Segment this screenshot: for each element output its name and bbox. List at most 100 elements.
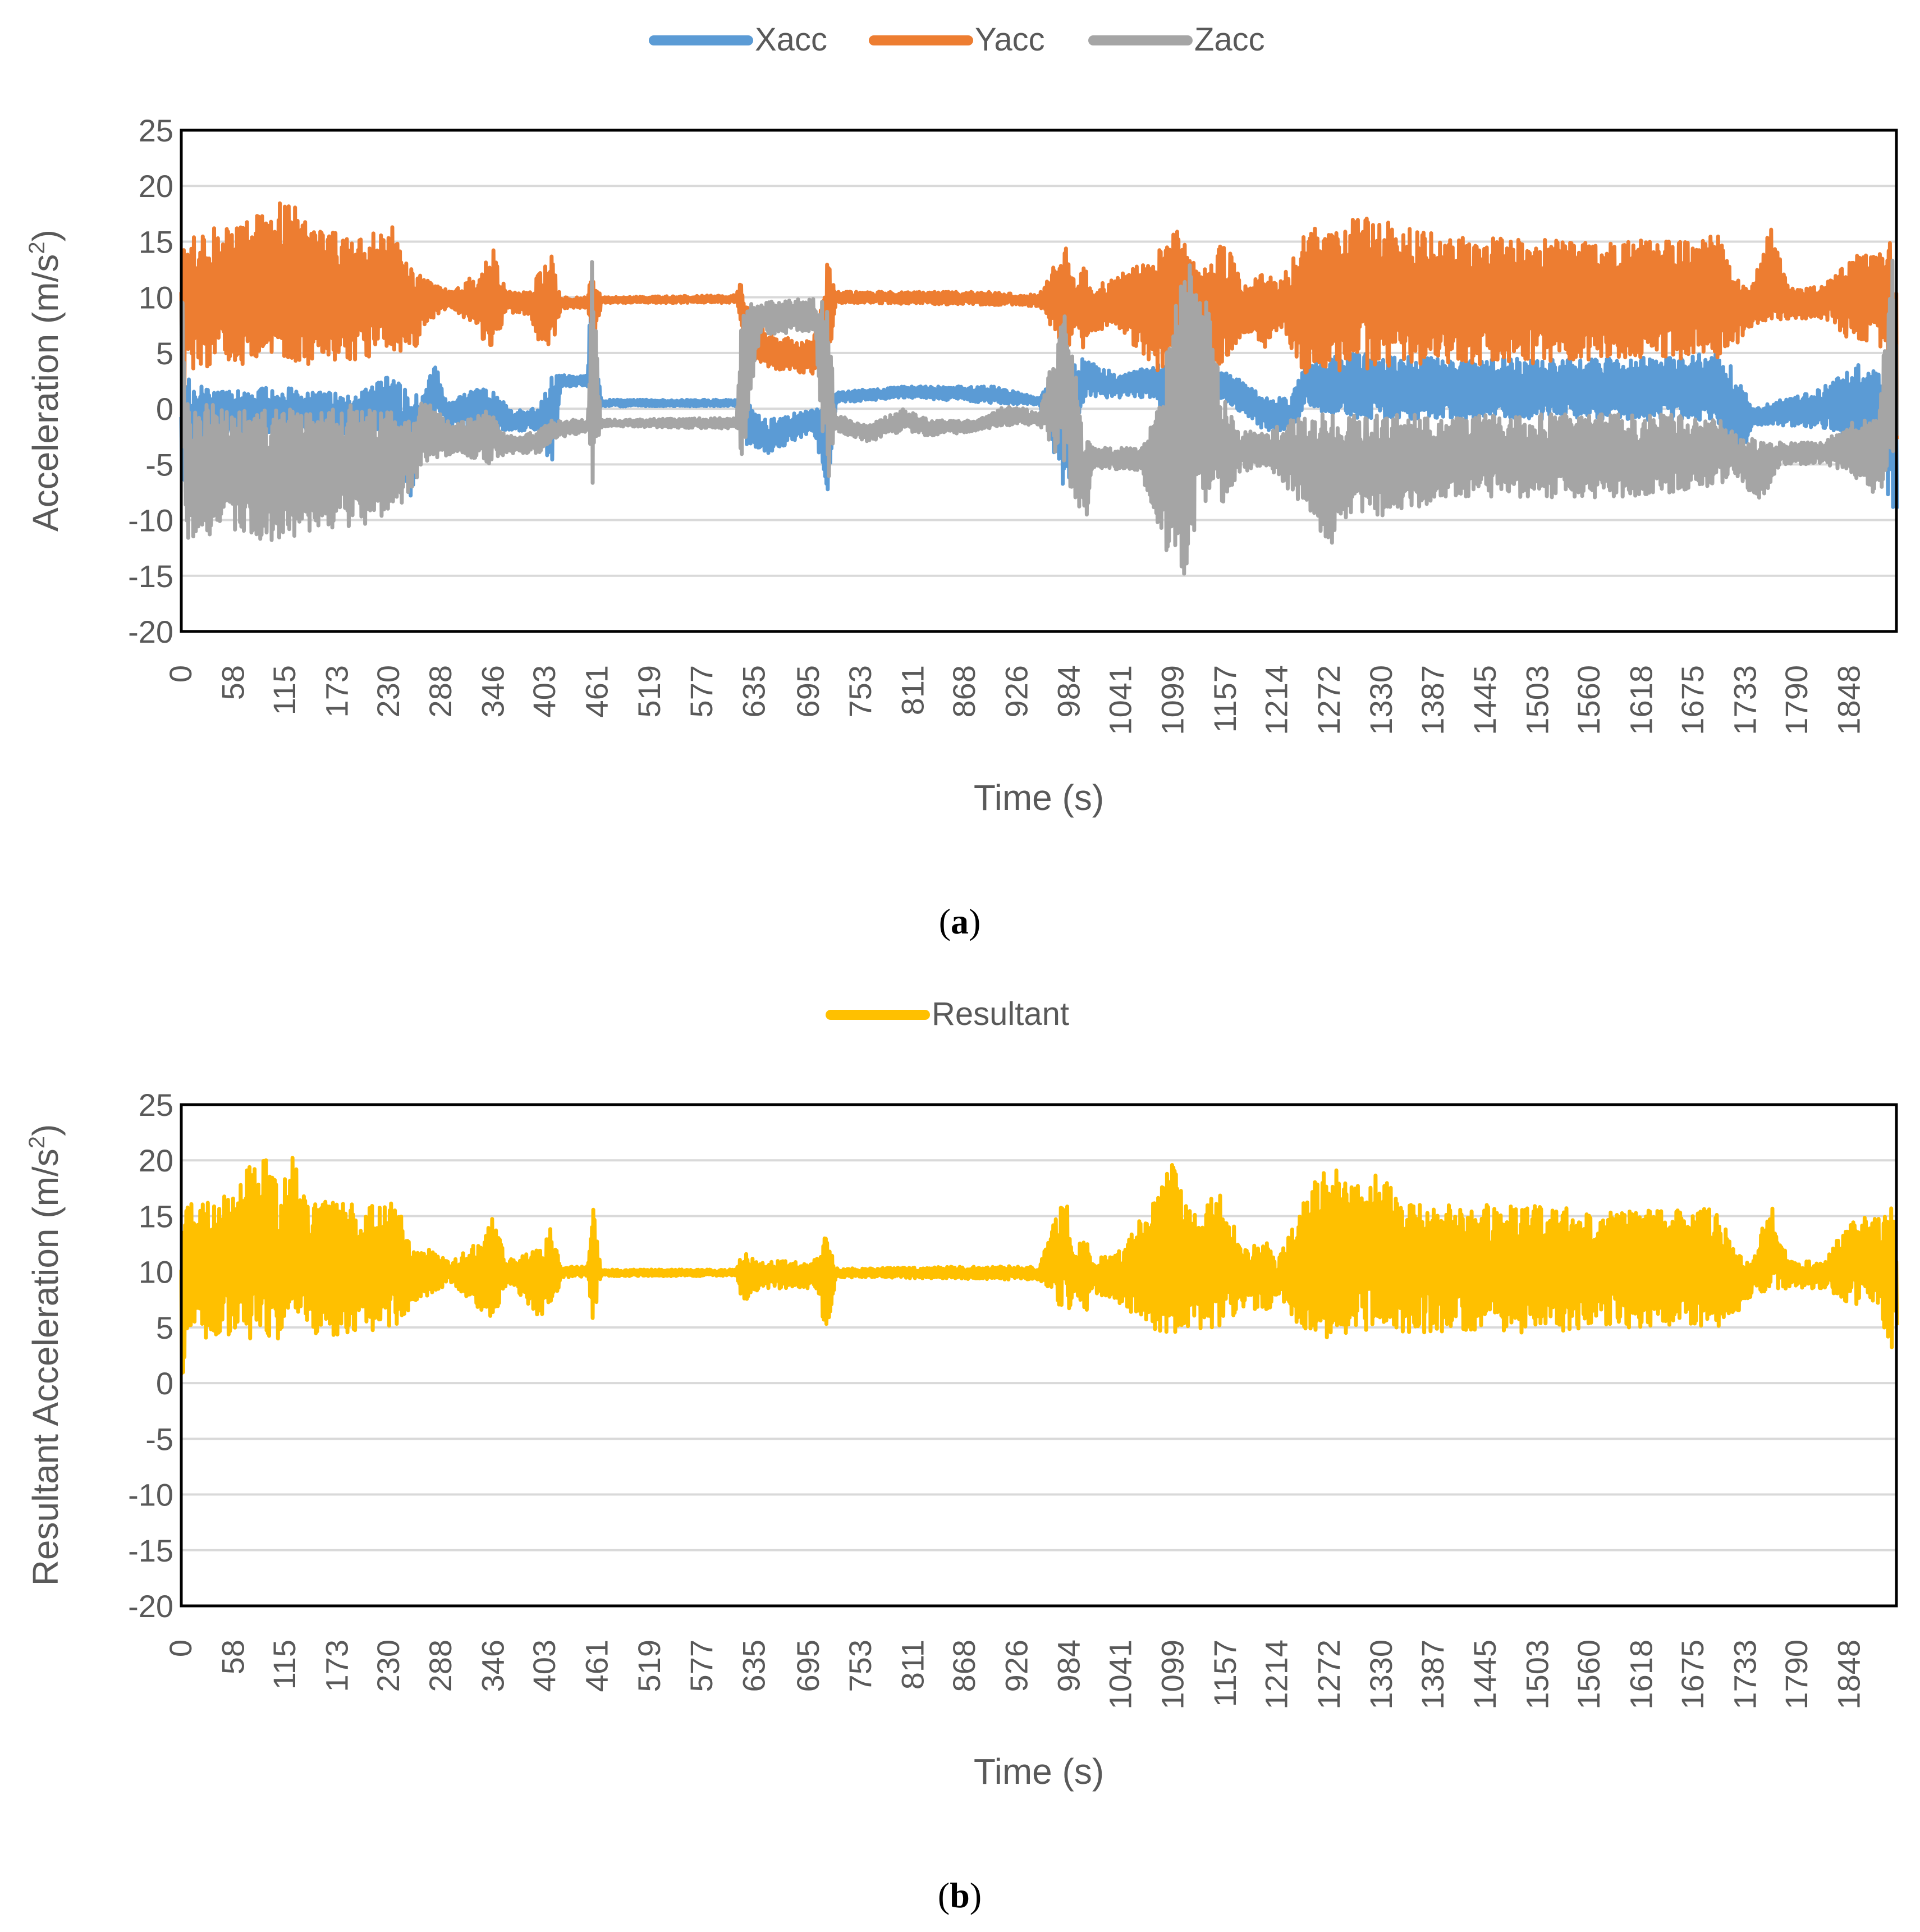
y-tick-label: 10 bbox=[139, 280, 173, 315]
x-tick-label: 461 bbox=[579, 665, 614, 717]
x-tick-label: 1157 bbox=[1207, 1640, 1243, 1707]
y-axis-a-title-close: ) bbox=[25, 230, 66, 241]
y-tick-label: 10 bbox=[139, 1255, 173, 1290]
x-tick-label: 1214 bbox=[1259, 665, 1294, 735]
x-tick-label: 519 bbox=[631, 665, 667, 717]
x-tick-label: 926 bbox=[998, 1640, 1034, 1692]
y-tick-label: -15 bbox=[128, 1533, 173, 1568]
x-tick-label: 1157 bbox=[1207, 665, 1243, 732]
x-tick-label: 58 bbox=[215, 1640, 250, 1674]
y-tick-label: -20 bbox=[128, 614, 173, 649]
x-tick-label: 635 bbox=[736, 665, 771, 717]
y-axis-b-title-close: ) bbox=[25, 1124, 66, 1136]
x-tick-label: 695 bbox=[790, 665, 826, 717]
x-tick-label: 811 bbox=[895, 1640, 930, 1690]
caption-a-letter: a bbox=[951, 901, 969, 941]
caption-a-open: ( bbox=[939, 901, 951, 941]
plot-b bbox=[179, 1156, 1899, 1375]
x-tick-label: 577 bbox=[684, 665, 719, 717]
series-line-resultant bbox=[179, 1156, 1899, 1375]
x-tick-label: 1848 bbox=[1831, 1640, 1866, 1710]
y-axis-b-title-sup: 2 bbox=[25, 1136, 49, 1148]
x-tick-label: 868 bbox=[946, 665, 982, 717]
x-tick-label: 1099 bbox=[1155, 1640, 1190, 1710]
y-tick-label: 5 bbox=[156, 336, 173, 371]
y-tick-label: 20 bbox=[139, 1143, 173, 1178]
x-tick-label: 230 bbox=[370, 1640, 406, 1692]
x-tick-label: 1041 bbox=[1102, 1640, 1138, 1710]
series-line-yacc bbox=[179, 201, 1899, 439]
y-tick-label: -5 bbox=[145, 447, 173, 482]
x-tick-label: 1675 bbox=[1675, 665, 1710, 735]
x-tick-label: 0 bbox=[163, 665, 198, 683]
y-axis-b-title: Resultant Acceleration (m/s2) bbox=[25, 1124, 66, 1586]
x-tick-label: 1560 bbox=[1571, 665, 1606, 735]
y-tick-label: -10 bbox=[128, 503, 173, 538]
x-tick-label: 1387 bbox=[1415, 665, 1450, 735]
x-tick-label: 519 bbox=[631, 1640, 667, 1692]
caption-b-letter: b bbox=[950, 1875, 970, 1915]
plot-a bbox=[179, 201, 1899, 576]
y-axis-a-title-main: Acceleration (m/s bbox=[25, 254, 66, 532]
y-tick-label: -10 bbox=[128, 1477, 173, 1513]
x-tick-label: 58 bbox=[215, 665, 250, 700]
legend-a: Xacc Yacc Zacc bbox=[649, 21, 1265, 58]
x-tick-label: 1503 bbox=[1519, 1640, 1555, 1710]
x-tick-label: 1733 bbox=[1727, 665, 1762, 735]
x-tick-label: 288 bbox=[423, 1640, 458, 1692]
y-tick-label: 25 bbox=[139, 113, 173, 148]
x-tick-label: 1099 bbox=[1155, 665, 1190, 735]
y-axis-a-ticks: 25 20 15 10 5 0 -5 -10 -15 -20 bbox=[128, 113, 173, 649]
y-tick-label: 0 bbox=[156, 391, 173, 427]
y-tick-label: 15 bbox=[139, 224, 173, 259]
x-tick-label: 461 bbox=[579, 1640, 614, 1692]
x-tick-label: 346 bbox=[475, 665, 511, 717]
x-tick-label: 173 bbox=[319, 665, 354, 717]
caption-b: (b) bbox=[938, 1875, 982, 1915]
x-tick-label: 288 bbox=[423, 665, 458, 717]
caption-b-close: ) bbox=[970, 1875, 982, 1915]
legend-b-label-resultant: Resultant bbox=[932, 996, 1069, 1032]
caption-a: (a) bbox=[939, 901, 981, 941]
x-tick-label: 1445 bbox=[1467, 1640, 1502, 1710]
x-tick-label: 1848 bbox=[1831, 665, 1866, 735]
x-axis-a-ticks: 0 58 115 173 230 288 346 403 461 519 577 635 695 753 8… bbox=[163, 665, 1866, 735]
x-tick-label: 1330 bbox=[1363, 1640, 1399, 1710]
x-tick-label: 695 bbox=[790, 1640, 826, 1692]
x-tick-label: 1272 bbox=[1311, 665, 1346, 735]
x-tick-label: 1618 bbox=[1623, 665, 1658, 735]
x-axis-a-title: Time (s) bbox=[974, 777, 1104, 818]
x-tick-label: 0 bbox=[163, 1640, 198, 1657]
x-tick-label: 1790 bbox=[1779, 665, 1814, 735]
panel-b: Resultant 25 20 15 10 5 0 -5 -10 -15 -20 0 58 115 17… bbox=[25, 996, 1899, 1915]
y-tick-label: 25 bbox=[139, 1087, 173, 1123]
legend-a-label-xacc: Xacc bbox=[755, 21, 827, 58]
x-tick-label: 1272 bbox=[1311, 1640, 1346, 1710]
plot-frame-a bbox=[180, 129, 1898, 633]
y-tick-label: -5 bbox=[145, 1421, 173, 1457]
x-tick-label: 403 bbox=[526, 665, 562, 717]
caption-b-open: ( bbox=[938, 1875, 950, 1915]
x-tick-label: 1445 bbox=[1467, 665, 1502, 735]
x-axis-b-ticks: 0 58 115 173 230 288 346 403 461 519 577 635 695 753 8… bbox=[163, 1640, 1866, 1710]
x-tick-label: 635 bbox=[736, 1640, 771, 1692]
x-tick-label: 1330 bbox=[1363, 665, 1399, 735]
y-axis-b-ticks: 25 20 15 10 5 0 -5 -10 -15 -20 bbox=[128, 1087, 173, 1624]
x-tick-label: 984 bbox=[1051, 1640, 1087, 1692]
x-tick-label: 115 bbox=[267, 665, 302, 715]
x-tick-label: 1214 bbox=[1259, 1640, 1294, 1710]
x-tick-label: 173 bbox=[319, 1640, 354, 1692]
x-tick-label: 1560 bbox=[1571, 1640, 1606, 1710]
panel-a: Xacc Yacc Zacc 25 20 15 10 5 0 -5 -10 -15 -20 0 58… bbox=[25, 21, 1899, 941]
x-tick-label: 1790 bbox=[1779, 1640, 1814, 1710]
x-tick-label: 230 bbox=[370, 665, 406, 717]
x-tick-label: 1618 bbox=[1623, 1640, 1658, 1710]
x-tick-label: 753 bbox=[842, 1640, 878, 1692]
legend-b: Resultant bbox=[826, 996, 1069, 1032]
x-tick-label: 868 bbox=[946, 1640, 982, 1692]
x-tick-label: 1733 bbox=[1727, 1640, 1762, 1710]
plot-frame-b bbox=[180, 1103, 1898, 1608]
x-tick-label: 984 bbox=[1051, 665, 1087, 717]
y-tick-label: -15 bbox=[128, 558, 173, 594]
